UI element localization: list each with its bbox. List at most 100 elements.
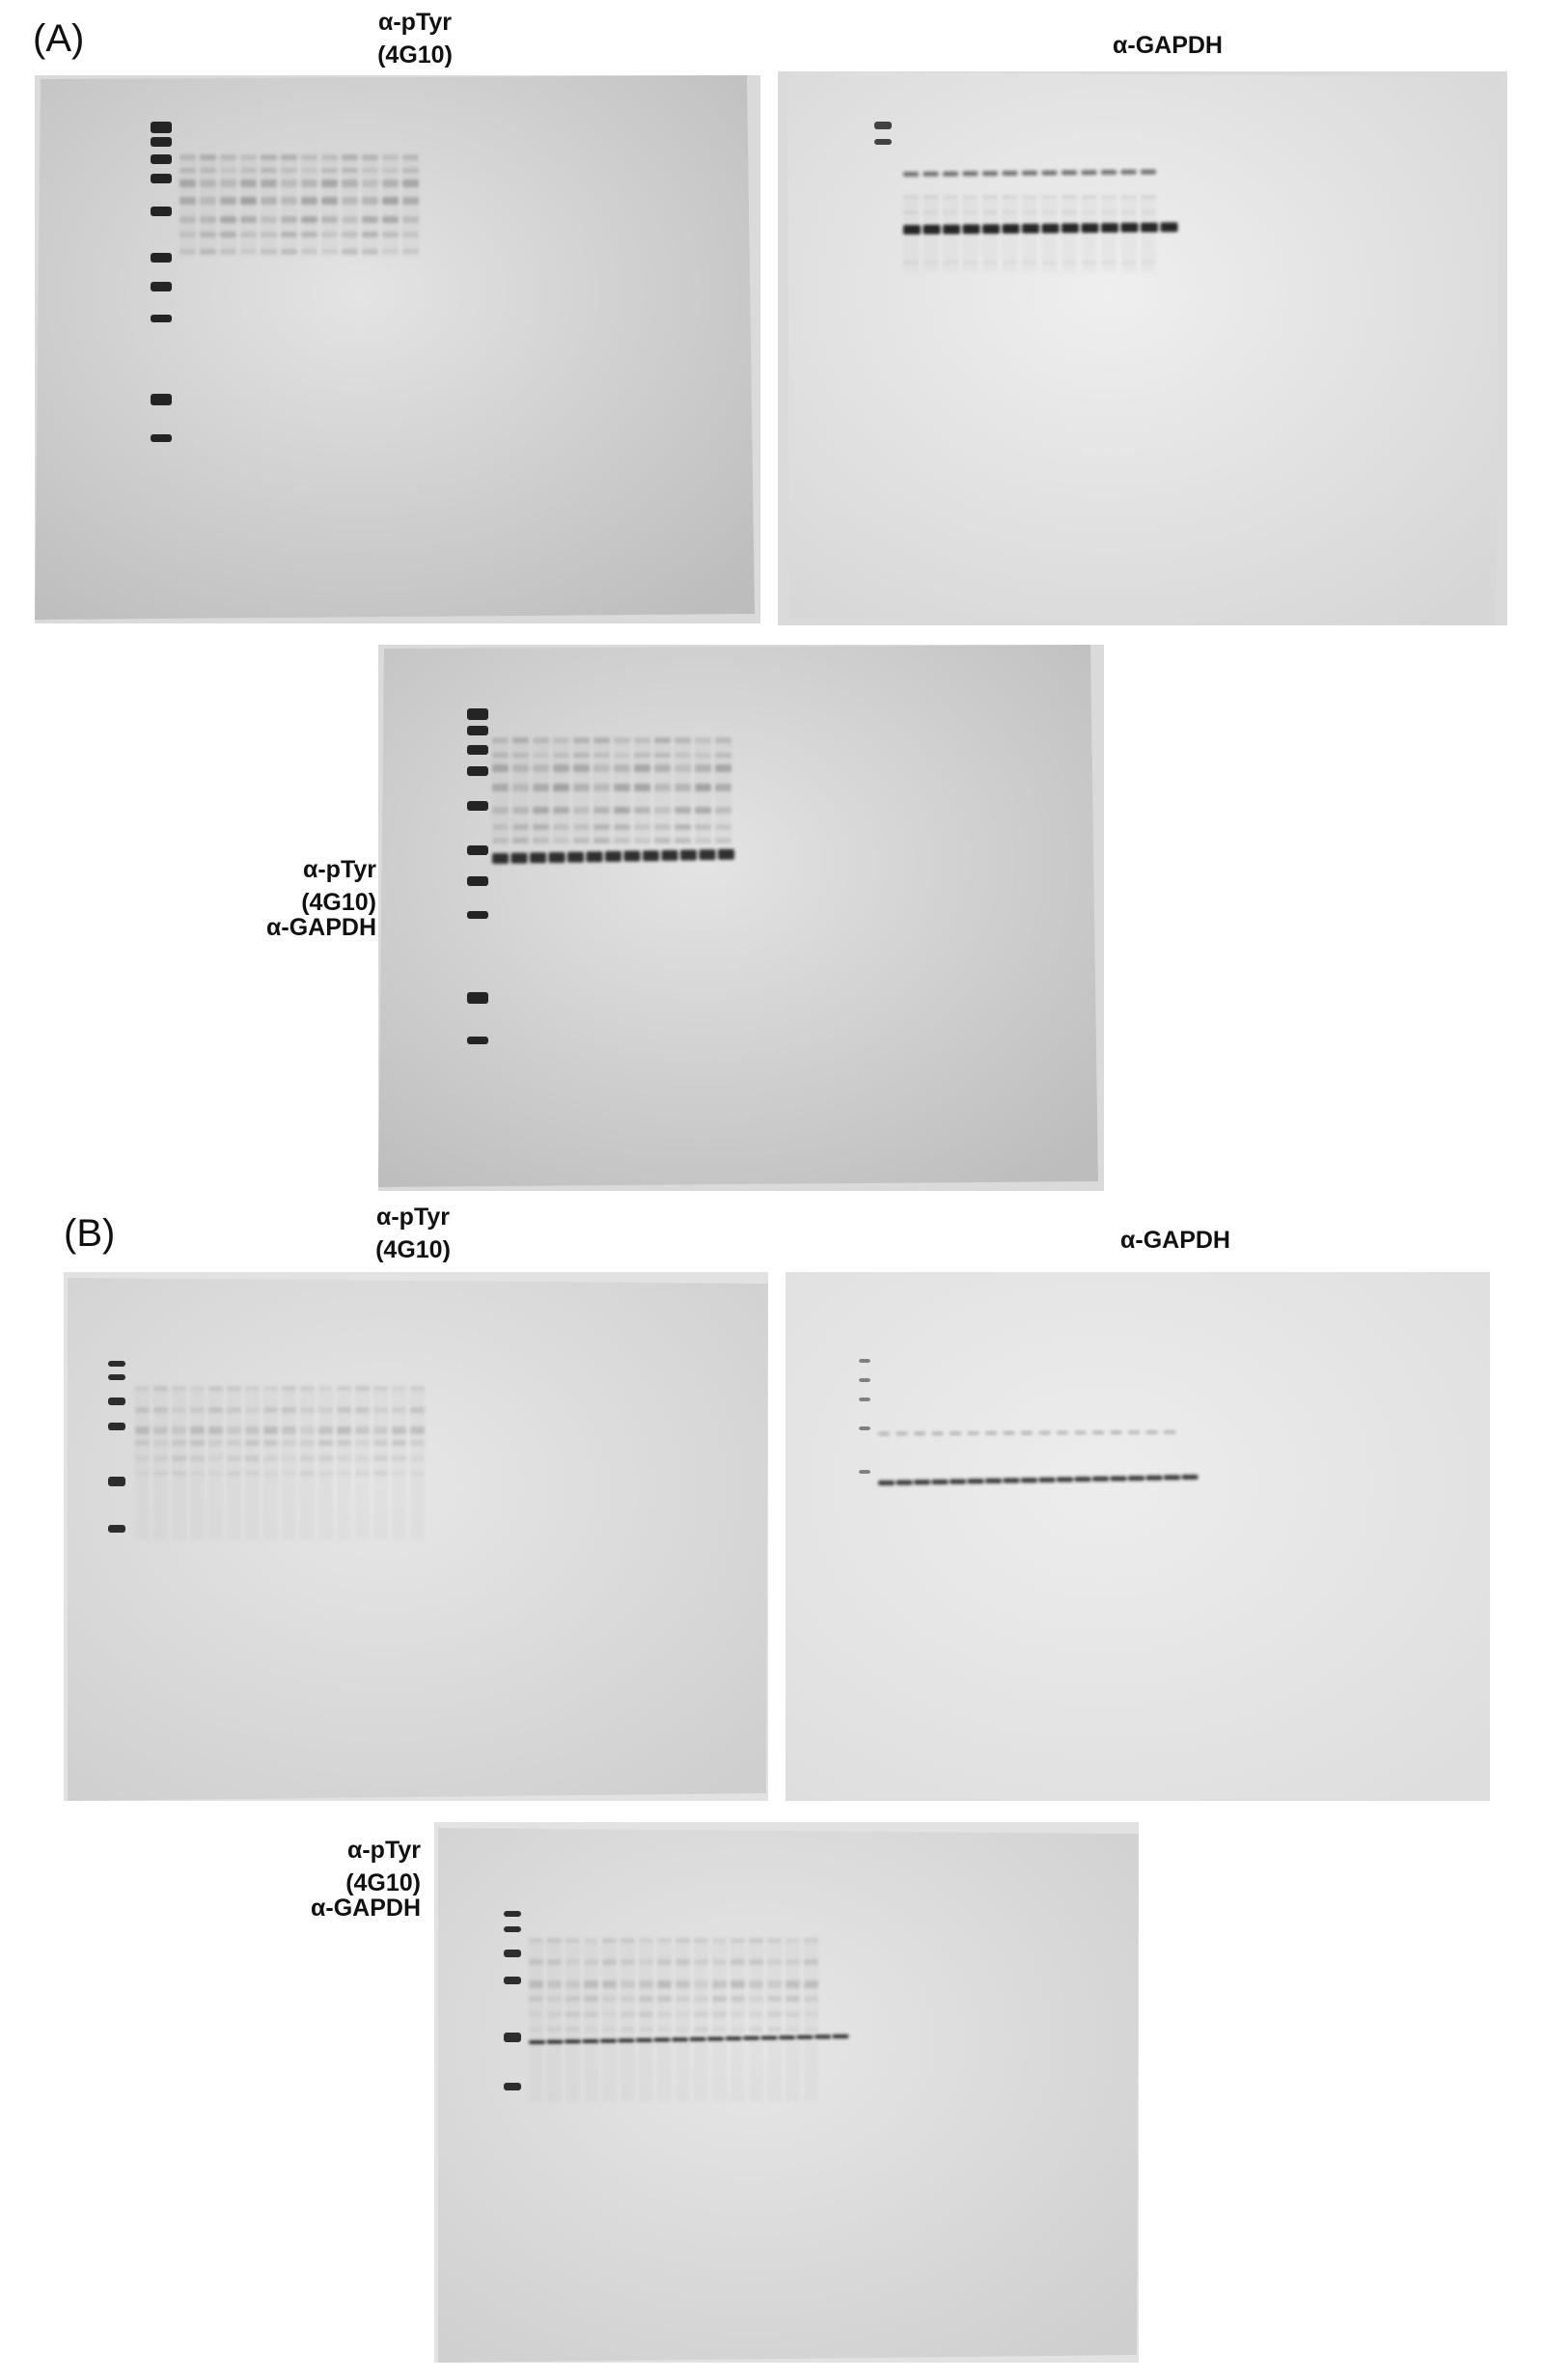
strong-band: [903, 172, 919, 177]
blot-membrane: [787, 71, 1500, 625]
lane-column: [1041, 195, 1058, 272]
panel-a-merged-label-line1: α-pTyr: [302, 856, 376, 883]
ladder-marker: [108, 1374, 125, 1380]
strong-band: [1120, 169, 1137, 175]
ladder-marker: [108, 1477, 125, 1486]
lane-column: [553, 737, 569, 844]
strong-band: [546, 2039, 564, 2044]
strong-band: [1074, 1430, 1087, 1434]
panel-a-ptyr-title: α-pTyr (4G10): [318, 6, 511, 71]
strong-band: [943, 224, 960, 235]
ladder-marker: [467, 876, 488, 886]
lane-column: [190, 1386, 205, 1540]
ladder-marker: [859, 1426, 870, 1430]
lane-column: [593, 737, 610, 844]
strong-band: [699, 849, 716, 861]
strong-band: [530, 852, 546, 864]
lane-column: [318, 1386, 333, 1540]
panel-b-ptyr-title-line1: α-pTyr: [375, 1204, 450, 1231]
panel-a-gapdh-blot: [778, 71, 1507, 625]
blot-bands: [179, 154, 419, 255]
strong-band: [548, 851, 565, 863]
blot-image: [378, 645, 1104, 1191]
strong-band: [903, 225, 921, 235]
strong-band: [760, 2035, 778, 2040]
strong-band: [643, 850, 659, 862]
panel-b-merged-blot: [434, 1822, 1139, 2363]
lane-column: [382, 154, 399, 251]
strong-band: [985, 1478, 1002, 1483]
lane-column: [261, 154, 277, 251]
lane-column: [172, 1386, 186, 1540]
lane-column: [179, 154, 196, 251]
strong-band: [1181, 1475, 1199, 1481]
strong-band: [931, 1479, 949, 1484]
lane-column: [639, 1938, 653, 2102]
strong-band: [943, 171, 958, 177]
strong-band: [1145, 1475, 1163, 1481]
strong-band: [636, 2037, 652, 2042]
strong-band: [492, 853, 509, 864]
strong-band: [814, 2034, 831, 2039]
lane-column: [602, 1938, 617, 2102]
strong-band: [1062, 223, 1079, 234]
panel-b-merged-label-line1: α-pTyr: [346, 1837, 421, 1864]
ladder-marker: [467, 845, 488, 855]
lane-column: [620, 1938, 635, 2102]
strong-band: [707, 2036, 724, 2041]
strong-band: [950, 1431, 961, 1435]
strong-band: [605, 850, 621, 862]
lane-column: [402, 154, 419, 251]
ladder-marker: [467, 745, 488, 755]
ladder-marker: [467, 708, 488, 720]
strong-band: [1110, 1476, 1127, 1481]
strong-band: [914, 1431, 925, 1435]
panel-a-ptyr-title-line2: (4G10): [377, 42, 453, 69]
strong-band: [653, 2037, 671, 2042]
ladder-marker: [151, 394, 172, 405]
ladder-marker: [108, 1398, 125, 1405]
blot-image: [35, 75, 760, 623]
strong-band: [878, 1432, 890, 1435]
lane-column: [654, 737, 671, 844]
strong-band: [779, 2035, 795, 2040]
strong-band: [1160, 222, 1178, 233]
ladder-marker: [504, 2083, 521, 2090]
strong-band: [896, 1431, 908, 1435]
strong-band: [1003, 1431, 1015, 1435]
lane-column: [614, 737, 630, 844]
strong-band: [923, 224, 941, 235]
strong-band: [565, 2039, 581, 2044]
strong-band: [931, 1431, 944, 1435]
lane-column: [657, 1938, 672, 2102]
lane-column: [281, 154, 297, 251]
lane-column: [220, 154, 236, 251]
ladder-marker: [151, 207, 172, 216]
lane-column: [565, 1938, 580, 2102]
ladder-marker: [151, 122, 172, 133]
ladder-marker: [467, 801, 488, 811]
strong-band: [962, 171, 979, 177]
strong-band: [1164, 1430, 1175, 1434]
lane-column: [1141, 195, 1156, 272]
strong-band: [923, 171, 939, 177]
panel-b-ptyr-title: α-pTyr (4G10): [317, 1201, 510, 1266]
strong-band: [1128, 1430, 1140, 1434]
lane-column: [584, 1938, 598, 2102]
lane-column: [634, 737, 650, 844]
strong-band: [1120, 222, 1139, 233]
ladder-marker: [504, 2033, 521, 2042]
strong-band: [567, 851, 584, 863]
strong-band: [510, 852, 528, 864]
strong-band: [529, 2040, 545, 2044]
ladder-marker: [874, 122, 892, 129]
strong-band: [1164, 1475, 1180, 1481]
ladder-marker: [859, 1470, 870, 1474]
panel-b-merged-label-line2: (4G10): [345, 1869, 421, 1896]
lane-column: [767, 1938, 782, 2102]
lane-column: [804, 1938, 818, 2102]
lane-column: [712, 1938, 727, 2102]
ladder-marker: [859, 1398, 870, 1401]
lane-column: [1022, 195, 1037, 272]
strong-band: [796, 2034, 813, 2039]
